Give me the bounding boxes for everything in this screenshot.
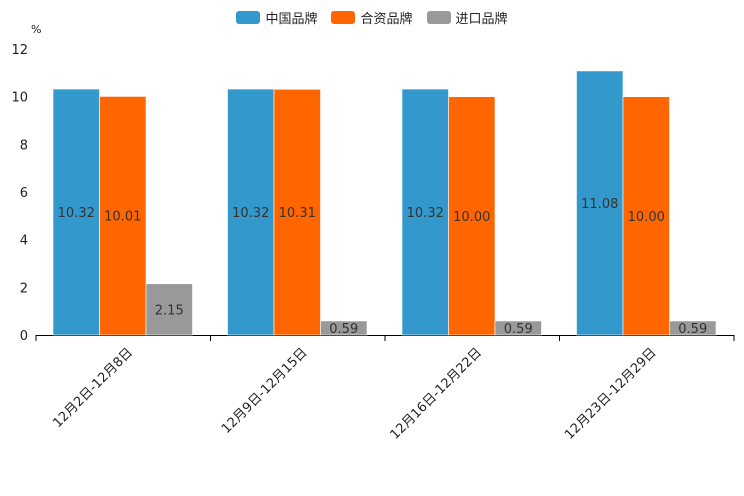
legend-swatch-joint-venture-brand bbox=[331, 10, 356, 24]
bar-data-label: 0.59 bbox=[678, 322, 707, 337]
bar-data-label: 10.00 bbox=[453, 210, 490, 225]
bar-data-label: 2.15 bbox=[155, 303, 184, 318]
bar-joint-venture bbox=[273, 88, 321, 336]
bar-china bbox=[576, 70, 624, 336]
legend-item-joint-venture-brand[interactable]: 合资品牌 bbox=[331, 7, 413, 27]
bar-data-label: 10.01 bbox=[104, 210, 141, 225]
bar-china bbox=[227, 88, 275, 336]
legend-item-import-brand[interactable]: 进口品牌 bbox=[426, 7, 508, 27]
bar-joint-venture bbox=[448, 96, 496, 336]
legend-label-china-brand: 中国品牌 bbox=[265, 11, 318, 27]
y-tick-label: 8 bbox=[20, 138, 28, 153]
bar-data-label: 10.32 bbox=[232, 206, 269, 221]
bar-data-label: 10.32 bbox=[407, 206, 444, 221]
bar-data-label: 10.00 bbox=[628, 210, 665, 225]
bar-china bbox=[52, 88, 100, 336]
legend-label-import-brand: 进口品牌 bbox=[455, 11, 508, 27]
x-tick-label: 12月9日-12月15日 bbox=[219, 345, 311, 437]
x-tick-label: 12月23日-12月29日 bbox=[562, 345, 659, 442]
y-tick-label: 6 bbox=[20, 186, 28, 201]
bar-import bbox=[320, 320, 368, 336]
legend-label-joint-venture-brand: 合资品牌 bbox=[360, 11, 413, 27]
y-tick-label: 10 bbox=[11, 91, 28, 106]
bar-joint-venture bbox=[99, 96, 147, 336]
bar-data-label: 11.08 bbox=[581, 197, 618, 212]
legend: 中国品牌 合资品牌 进口品牌 bbox=[0, 7, 744, 27]
bar-data-label: 0.59 bbox=[329, 322, 358, 337]
bar-data-label: 0.59 bbox=[504, 322, 533, 337]
legend-item-china-brand[interactable]: 中国品牌 bbox=[236, 7, 317, 27]
bar-import bbox=[494, 320, 542, 336]
legend-swatch-china-brand bbox=[236, 10, 261, 24]
bar-data-label: 10.31 bbox=[279, 206, 316, 221]
y-tick-label: 12 bbox=[11, 43, 28, 58]
legend-swatch-import-brand bbox=[426, 10, 451, 24]
bar-import bbox=[145, 283, 193, 336]
bar-china bbox=[401, 88, 449, 336]
y-tick-label: 2 bbox=[20, 281, 28, 296]
bar-joint-venture bbox=[622, 96, 670, 336]
bar-import bbox=[669, 320, 717, 336]
bar-data-label: 10.32 bbox=[58, 206, 95, 221]
y-tick-label: 4 bbox=[20, 234, 28, 249]
x-tick-label: 12月2日-12月8日 bbox=[50, 345, 136, 431]
x-tick-label: 12月16日-12月22日 bbox=[388, 345, 485, 442]
y-tick-label: 0 bbox=[20, 329, 28, 344]
y-axis-unit-label: % bbox=[31, 23, 41, 36]
